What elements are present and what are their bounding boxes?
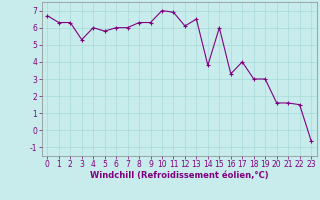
- X-axis label: Windchill (Refroidissement éolien,°C): Windchill (Refroidissement éolien,°C): [90, 171, 268, 180]
